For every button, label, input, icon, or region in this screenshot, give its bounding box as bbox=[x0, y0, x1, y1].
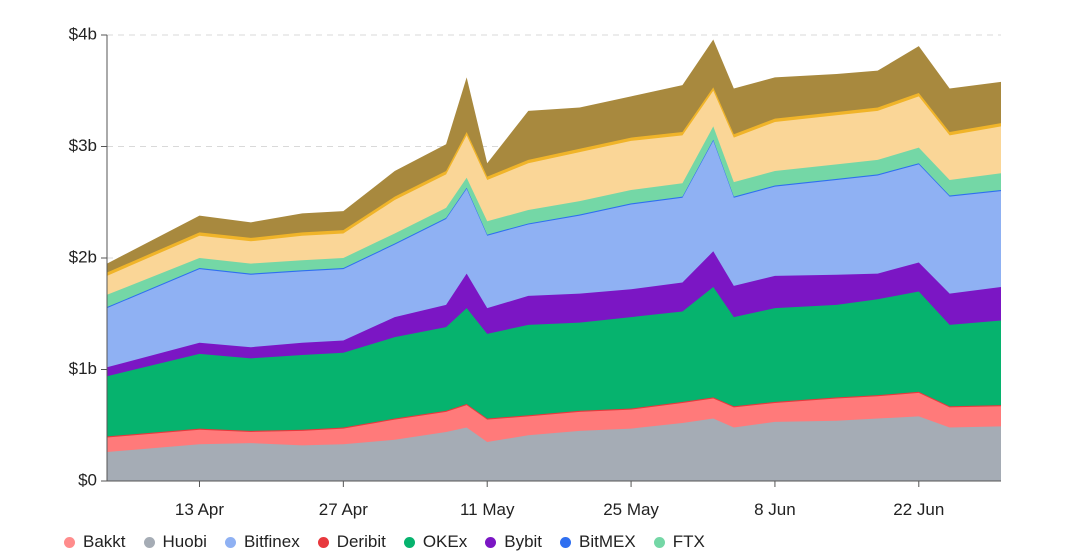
legend-label: Bybit bbox=[504, 532, 543, 551]
x-tick-label: 8 Jun bbox=[754, 500, 796, 519]
y-tick-label: $1b bbox=[69, 359, 97, 378]
x-tick-label: 11 May bbox=[460, 500, 515, 519]
legend-item-bakkt[interactable]: Bakkt bbox=[64, 532, 126, 552]
legend-swatch bbox=[317, 536, 329, 548]
y-axis-labels: $0 $1b $2b $3b $4b bbox=[69, 24, 107, 489]
area-series bbox=[107, 39, 1001, 482]
legend-item-ftx[interactable]: FTX bbox=[653, 532, 705, 552]
area-huobi bbox=[107, 416, 1001, 481]
legend-label: Bakkt bbox=[83, 532, 126, 551]
legend-item-okex[interactable]: OKEx bbox=[403, 532, 468, 552]
legend-label: Bitfinex bbox=[243, 532, 300, 551]
legend-swatch bbox=[653, 536, 665, 548]
legend-swatch bbox=[64, 536, 75, 548]
x-tick-label: 27 Apr bbox=[319, 500, 368, 519]
legend: Bakkt Huobi Bitfinex Deribit OKEx Bybit BitMEX… bbox=[64, 530, 705, 554]
legend-label: Huobi bbox=[162, 532, 207, 551]
y-tick-label: $0 bbox=[78, 470, 97, 489]
legend-swatch bbox=[224, 536, 236, 548]
legend-swatch bbox=[560, 536, 572, 548]
y-tick-label: $2b bbox=[69, 247, 97, 266]
legend-swatch bbox=[485, 536, 497, 548]
y-tick-label: $4b bbox=[69, 24, 97, 43]
legend-label: Deribit bbox=[336, 532, 386, 551]
x-tick-label: 25 May bbox=[603, 500, 659, 519]
legend-swatch bbox=[143, 536, 155, 548]
x-tick-label: 13 Apr bbox=[175, 500, 224, 519]
legend-item-deribit[interactable]: Deribit bbox=[317, 532, 386, 552]
legend-label: BitMEX bbox=[579, 532, 636, 551]
x-axis-labels: 13 Apr 27 Apr 11 May 25 May 8 Jun 22 Jun bbox=[175, 481, 944, 519]
legend-item-bitmex[interactable]: BitMEX bbox=[560, 532, 636, 552]
legend-item-bitfinex[interactable]: Bitfinex bbox=[224, 532, 300, 552]
stacked-area-chart: $0 $1b $2b $3b $4b 13 Apr 27 Apr 11 May 25 May 8… bbox=[69, 24, 1001, 519]
legend-swatch bbox=[403, 536, 415, 548]
y-tick-label: $3b bbox=[69, 136, 97, 155]
legend-item-bybit[interactable]: Bybit bbox=[485, 532, 542, 552]
legend-label: FTX bbox=[672, 532, 705, 551]
legend-label: OKEx bbox=[422, 532, 468, 551]
x-tick-label: 22 Jun bbox=[893, 500, 944, 519]
legend-item-huobi[interactable]: Huobi bbox=[143, 532, 207, 552]
